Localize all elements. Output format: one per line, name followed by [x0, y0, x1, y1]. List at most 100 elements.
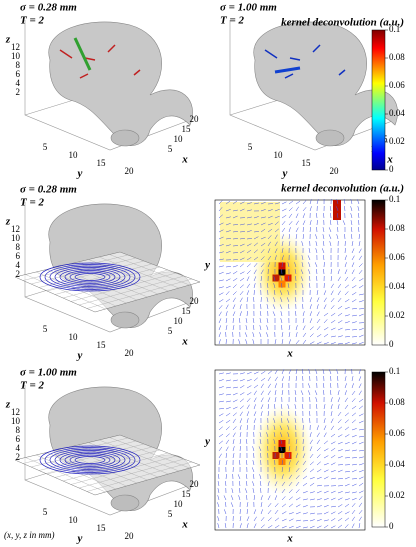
- flow-arrow: [266, 318, 269, 324]
- colorbar-tick-label: 0.02: [389, 136, 405, 146]
- flow-arrow: [309, 227, 311, 233]
- flow-arrow: [274, 503, 279, 508]
- flow-arrow: [323, 213, 325, 219]
- flow-arrow: [260, 517, 265, 522]
- flow-arrow: [330, 518, 336, 522]
- flow-arrow: [218, 474, 220, 480]
- flow-arrow: [358, 420, 364, 424]
- head-shape: [48, 21, 193, 146]
- flow-arrow: [218, 251, 224, 254]
- flow-arrow: [294, 404, 297, 410]
- flow-arrow: [358, 496, 363, 501]
- flow-arrow: [309, 333, 314, 338]
- flow-arrow: [337, 312, 343, 317]
- flow-arrow: [295, 504, 301, 508]
- flow-arrow: [337, 342, 343, 345]
- flow-arrow: [218, 433, 224, 438]
- flow-arrow: [329, 220, 332, 226]
- flow-arrow: [351, 248, 355, 254]
- flow-arrow: [253, 397, 257, 403]
- flow-arrow: [274, 509, 279, 515]
- flow-arrow: [286, 297, 290, 303]
- flow-arrow: [239, 284, 244, 289]
- flow-arrow: [309, 326, 314, 331]
- flow-arrow: [218, 440, 224, 445]
- flow-arrow: [323, 418, 326, 424]
- flow-arrow: [239, 523, 242, 529]
- flow-arrow: [281, 460, 284, 466]
- flow-arrow: [225, 474, 227, 480]
- flow-arrow: [281, 215, 287, 219]
- x-label: x: [286, 533, 293, 545]
- flow-arrow: [302, 207, 307, 212]
- flow-arrow: [245, 318, 248, 324]
- flow-arrow: [246, 283, 250, 289]
- flow-arrow: [225, 238, 231, 240]
- flow-arrow: [351, 308, 357, 310]
- flow-arrow: [281, 418, 283, 424]
- flow-arrow: [253, 377, 258, 382]
- flow-arrow: [295, 200, 301, 205]
- label: 12: [11, 224, 20, 234]
- flow-arrow: [266, 297, 269, 303]
- dipole: [284, 73, 294, 79]
- flow-arrow: [308, 390, 311, 396]
- flow-arrow: [344, 306, 350, 310]
- flow-arrow: [300, 269, 304, 275]
- label: 20: [125, 166, 135, 176]
- flow-arrow: [295, 497, 301, 501]
- flow-arrow: [351, 463, 357, 466]
- flow-arrow: [287, 432, 290, 438]
- flow-arrow: [218, 286, 224, 289]
- flow-arrow: [225, 413, 231, 417]
- label: σ = 0.28 mm: [20, 184, 77, 196]
- flow-arrow: [351, 405, 357, 410]
- flow-arrow: [328, 234, 332, 240]
- flow-arrow: [337, 434, 343, 438]
- flow-arrow: [337, 469, 343, 473]
- flow-arrow: [330, 327, 336, 331]
- flow-arrow: [337, 283, 342, 289]
- flow-arrow: [274, 495, 278, 501]
- flow-arrow: [259, 481, 262, 487]
- flow-arrow: [295, 332, 298, 338]
- flow-arrow: [260, 509, 263, 515]
- flow-arrow: [232, 265, 238, 268]
- flow-arrow: [239, 304, 242, 310]
- flow-arrow: [225, 311, 228, 317]
- flow-arrow: [308, 269, 311, 275]
- flow-arrow: [225, 339, 227, 345]
- flow-arrow: [232, 412, 237, 417]
- flow-arrow: [246, 509, 248, 515]
- label: 20: [125, 531, 135, 541]
- flow-arrow: [252, 339, 255, 345]
- flow-arrow: [246, 243, 252, 247]
- flow-arrow: [323, 390, 325, 396]
- flow-arrow: [253, 256, 259, 261]
- colorbar: [371, 29, 386, 171]
- label: x: [386, 154, 393, 166]
- flow-arrow: [316, 505, 322, 508]
- flow-arrow: [273, 432, 276, 438]
- label: 10: [11, 51, 21, 61]
- label: y: [76, 350, 83, 362]
- label: 8: [16, 425, 21, 435]
- flow-arrow: [218, 325, 222, 331]
- flow-arrow: [316, 498, 322, 501]
- flow-arrow: [351, 329, 357, 331]
- flow-arrow: [295, 439, 298, 445]
- label: σ = 1.00 mm: [20, 367, 77, 379]
- flow-arrow: [239, 481, 241, 487]
- flow-arrow: [274, 215, 280, 219]
- flow-arrow: [329, 369, 332, 375]
- flow-arrow: [288, 503, 294, 508]
- panel-3d: σ = 1.00 mmT = 2z121086425101520y5101520…: [5, 367, 201, 545]
- flow-arrow: [218, 207, 223, 212]
- flow-arrow: [288, 489, 293, 494]
- flow-arrow: [358, 213, 360, 219]
- flow-arrow: [288, 369, 292, 375]
- flow-arrow: [309, 482, 315, 487]
- label: 15: [182, 124, 192, 134]
- flow-arrow: [358, 449, 364, 452]
- flow-arrow: [330, 462, 336, 466]
